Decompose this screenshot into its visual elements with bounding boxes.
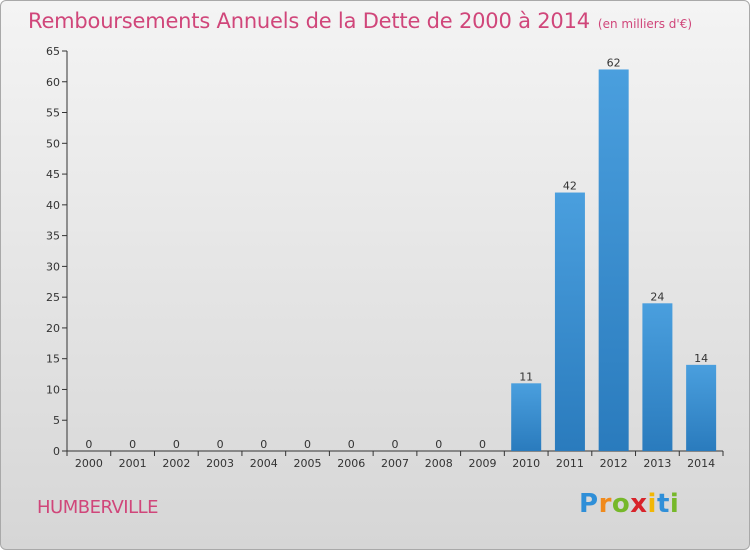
bar-value-label: 0 (217, 438, 224, 451)
unit-label: (en milliers d'€) (597, 17, 693, 31)
bar (511, 383, 542, 451)
y-tick-label: 45 (46, 168, 60, 181)
x-tick-label: 2012 (600, 457, 628, 470)
chart-title: Remboursements Annuels de la Dette de 20… (28, 9, 692, 33)
x-tick-label: 2004 (250, 457, 278, 470)
x-tick-label: 2006 (337, 457, 365, 470)
y-tick-label: 10 (46, 383, 60, 396)
x-tick-label: 2005 (294, 457, 322, 470)
y-tick-label: 65 (46, 45, 60, 58)
x-tick-label: 2001 (119, 457, 147, 470)
y-tick-label: 0 (53, 445, 60, 458)
y-tick-label: 25 (46, 291, 60, 304)
town-name: HUMBERVILLE (37, 497, 159, 518)
x-tick-label: 2013 (643, 457, 671, 470)
logo-letter: i (669, 489, 680, 519)
bar-value-label: 62 (607, 56, 621, 69)
x-tick-label: 2008 (425, 457, 453, 470)
y-tick-label: 60 (46, 76, 60, 89)
x-tick-label: 2010 (512, 457, 540, 470)
logo-letter: P (579, 489, 599, 519)
bar-value-label: 0 (260, 438, 267, 451)
x-tick-label: 2009 (468, 457, 496, 470)
bar-value-label: 0 (304, 438, 311, 451)
y-tick-label: 50 (46, 137, 60, 150)
bar-value-label: 0 (479, 438, 486, 451)
y-tick-label: 55 (46, 107, 60, 120)
logo-letter: r (598, 489, 612, 519)
bar-value-label: 0 (173, 438, 180, 451)
logo-letter: t (656, 489, 670, 519)
x-tick-label: 2011 (556, 457, 584, 470)
bar (554, 192, 585, 452)
bar (598, 69, 629, 451)
bar-value-label: 0 (348, 438, 355, 451)
bar-value-label: 14 (694, 352, 708, 365)
logo-letter: x (630, 489, 648, 519)
proxiti-logo: Proxiti (579, 489, 679, 519)
bar-value-label: 0 (392, 438, 399, 451)
bar (686, 364, 717, 451)
bar-value-label: 0 (435, 438, 442, 451)
logo-letter: o (611, 489, 631, 519)
title-text: Remboursements Annuels de la Dette de 20… (28, 9, 590, 33)
bar-value-label: 42 (563, 180, 577, 193)
x-tick-label: 2002 (162, 457, 190, 470)
y-tick-label: 5 (53, 414, 60, 427)
y-tick-label: 20 (46, 322, 60, 335)
y-tick-label: 40 (46, 199, 60, 212)
y-tick-label: 30 (46, 260, 60, 273)
x-tick-label: 2003 (206, 457, 234, 470)
x-tick-label: 2000 (75, 457, 103, 470)
y-tick-label: 35 (46, 230, 60, 243)
logo-letter: i (647, 489, 657, 519)
bar-value-label: 0 (85, 438, 92, 451)
bar (642, 303, 673, 451)
bar-value-label: 0 (129, 438, 136, 451)
x-tick-label: 2014 (687, 457, 715, 470)
bar-value-label: 11 (519, 370, 533, 383)
y-tick-label: 15 (46, 353, 60, 366)
x-tick-label: 2007 (381, 457, 409, 470)
bar-value-label: 24 (650, 290, 664, 303)
